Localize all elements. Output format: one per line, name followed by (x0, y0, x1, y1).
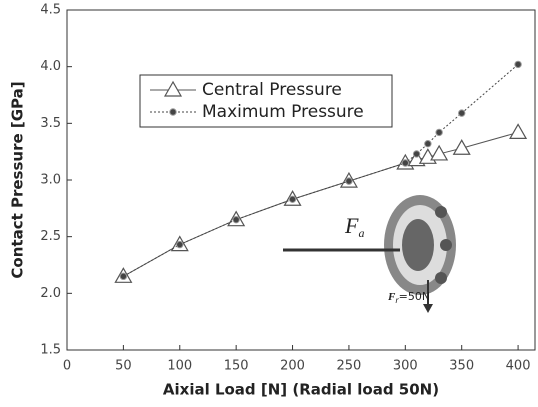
annotation-sub: r (395, 296, 399, 305)
marker (288, 195, 297, 203)
x-tick-label: 100 (167, 359, 192, 374)
legend-box (139, 74, 393, 128)
plot-frame (66, 9, 536, 351)
x-tick-label: 400 (506, 359, 531, 374)
inset-bearing (283, 195, 456, 313)
marker (430, 144, 449, 161)
marker (345, 177, 353, 185)
ball (435, 272, 447, 284)
x-tick-label: 300 (393, 359, 418, 374)
annotation: Fa (344, 213, 364, 240)
annotation: Fr=50N (387, 290, 430, 305)
y-tick-label: 4.5 (40, 3, 61, 18)
y-tick-label: 4.0 (40, 59, 61, 74)
marker (424, 140, 432, 148)
marker (452, 139, 471, 155)
legend-marker (163, 80, 183, 97)
legend-marker (169, 108, 177, 116)
annotation-sub: a (358, 226, 364, 240)
arrow-head (423, 304, 433, 313)
legend-label: Maximum Pressure (202, 102, 364, 122)
x-tick-label: 200 (280, 359, 305, 374)
y-tick-label: 3.0 (40, 173, 61, 188)
marker (232, 215, 240, 224)
y-axis-label: Contact Pressure [GPa] (9, 81, 27, 278)
annotation-text: F (387, 291, 396, 303)
x-tick-label: 250 (337, 359, 362, 374)
ball (435, 206, 447, 218)
y-tick-label: 2.5 (40, 229, 61, 244)
x-axis-label: Aixial Load [N] (Radial load 50N) (163, 381, 439, 399)
marker (457, 109, 466, 117)
marker (509, 123, 528, 139)
ball (440, 239, 452, 251)
marker (119, 272, 128, 281)
x-tick-label: 50 (115, 359, 132, 374)
legend-label: Central Pressure (202, 80, 342, 100)
annotation-suffix: =50N (399, 290, 430, 303)
marker (514, 60, 522, 69)
marker (412, 150, 421, 158)
marker (176, 240, 184, 249)
x-tick-label: 350 (449, 359, 474, 374)
y-tick-label: 1.5 (40, 343, 61, 358)
y-tick-label: 3.5 (40, 116, 61, 131)
x-tick-label: 0 (63, 359, 71, 374)
bearing-inner (402, 219, 434, 271)
x-tick-label: 150 (224, 359, 249, 374)
annotation-text: F (344, 213, 359, 238)
marker (435, 128, 443, 137)
y-tick-label: 2.0 (40, 286, 61, 301)
marker (401, 159, 410, 167)
